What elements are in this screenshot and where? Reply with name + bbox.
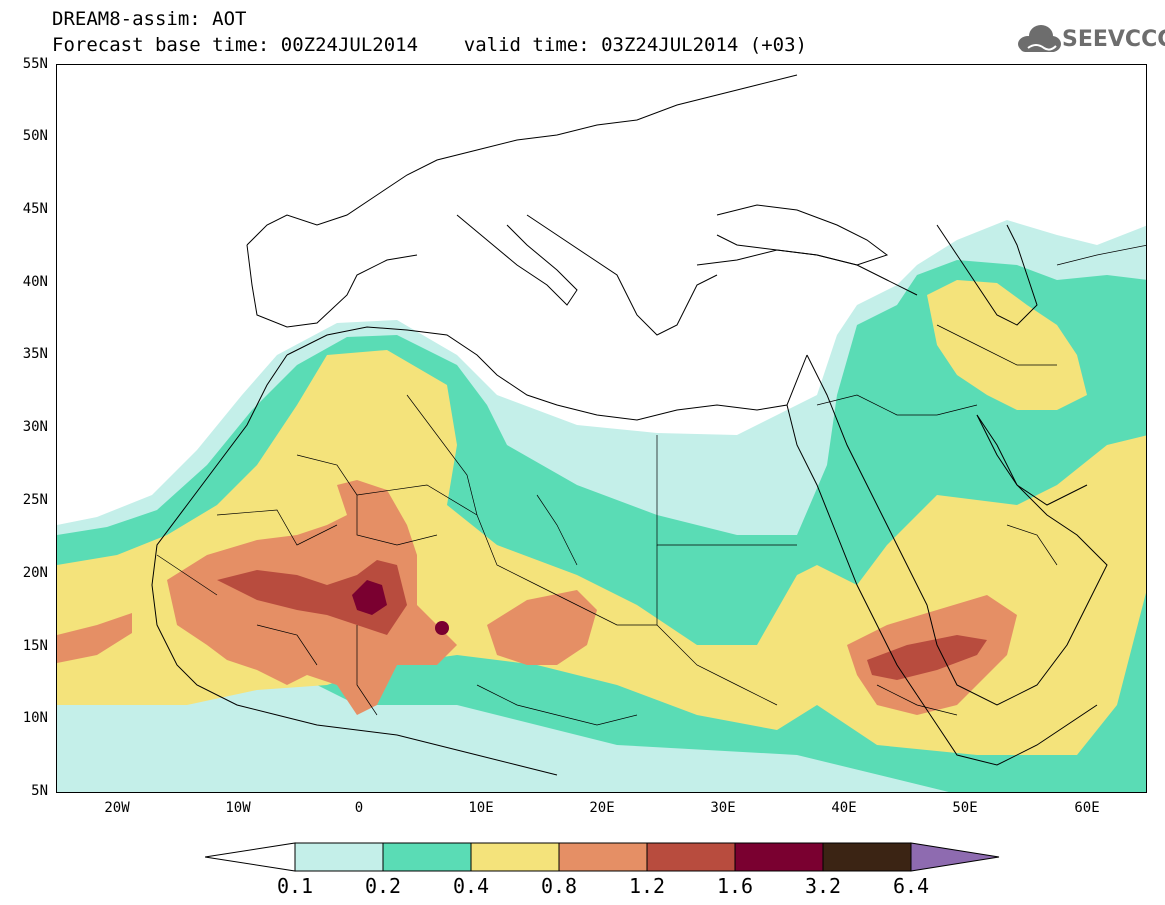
colorbar-label: 6.4	[892, 874, 930, 898]
lon-label: 10W	[225, 800, 251, 816]
colorbar-label: 0.8	[540, 874, 578, 898]
coast-black-sea	[716, 204, 889, 266]
lon-label: 20W	[104, 800, 130, 816]
coast-arabia	[806, 354, 1108, 706]
colorbar-over-triangle	[910, 842, 1000, 872]
aot-map[interactable]	[56, 64, 1147, 793]
coast-west-africa	[151, 354, 558, 776]
aot-band-1.6	[352, 580, 387, 615]
colorbar-label: 0.2	[364, 874, 402, 898]
map-title: DREAM8-assim: AOT	[52, 8, 247, 30]
logo-text: SEEVCCC	[1062, 27, 1165, 52]
aot-shading	[57, 220, 1146, 792]
aot-colorbar	[205, 842, 1000, 872]
lon-label: 40E	[831, 800, 857, 816]
coast-turkey	[696, 249, 918, 296]
aot-band-0.8-west	[57, 613, 132, 663]
lat-label: 50N	[22, 128, 48, 144]
colorbar-label: 1.6	[716, 874, 754, 898]
aot-band-0.8-chad	[487, 590, 597, 665]
lat-label: 5N	[31, 783, 48, 799]
coast-balkans	[526, 214, 718, 336]
colorbar-segment	[822, 842, 912, 872]
seevccc-logo	[1018, 25, 1061, 52]
cloud-icon	[1018, 25, 1061, 52]
aot-band-1.2	[217, 560, 407, 635]
colorbar-segment	[558, 842, 648, 872]
lat-label: 30N	[22, 419, 48, 435]
lon-label: 60E	[1074, 800, 1100, 816]
colorbar-label: 0.1	[276, 874, 314, 898]
colorbar-segment	[646, 842, 736, 872]
colorbar-segment	[294, 842, 384, 872]
lon-label: 50E	[952, 800, 978, 816]
colorbar-label: 0.4	[452, 874, 490, 898]
lat-label: 15N	[22, 638, 48, 654]
aot-band-1.6-spot	[435, 621, 449, 635]
aot-band-0.4-iran	[927, 280, 1087, 410]
aot-band-1.2-yemen	[867, 635, 987, 680]
forecast-time-line: Forecast base time: 00Z24JUL2014 valid t…	[52, 34, 807, 56]
lat-label: 25N	[22, 492, 48, 508]
lat-label: 45N	[22, 201, 48, 217]
coast-red-sea	[786, 404, 918, 696]
lon-label: 0	[354, 800, 364, 816]
country-borders	[156, 245, 1146, 726]
lat-label: 40N	[22, 274, 48, 290]
coastlines	[151, 74, 1108, 776]
colorbar-label: 1.2	[628, 874, 666, 898]
coast-iberia	[246, 244, 418, 328]
coast-europe	[246, 74, 798, 246]
colorbar-segment	[734, 842, 824, 872]
lon-label: 10E	[468, 800, 494, 816]
colorbar-segment	[470, 842, 560, 872]
coast-horn-africa	[916, 694, 1098, 766]
lon-label: 20E	[589, 800, 615, 816]
lat-label: 20N	[22, 565, 48, 581]
coast-persian-gulf	[976, 414, 1088, 506]
coast-north-africa	[286, 326, 808, 421]
lat-label: 55N	[22, 56, 48, 72]
coast-caspian	[936, 224, 1038, 326]
colorbar-under-triangle	[205, 842, 296, 872]
coast-italy	[456, 214, 578, 306]
colorbar-label: 3.2	[804, 874, 842, 898]
colorbar-segment	[382, 842, 472, 872]
lon-label: 30E	[710, 800, 736, 816]
lat-label: 10N	[22, 710, 48, 726]
lat-label: 35N	[22, 346, 48, 362]
